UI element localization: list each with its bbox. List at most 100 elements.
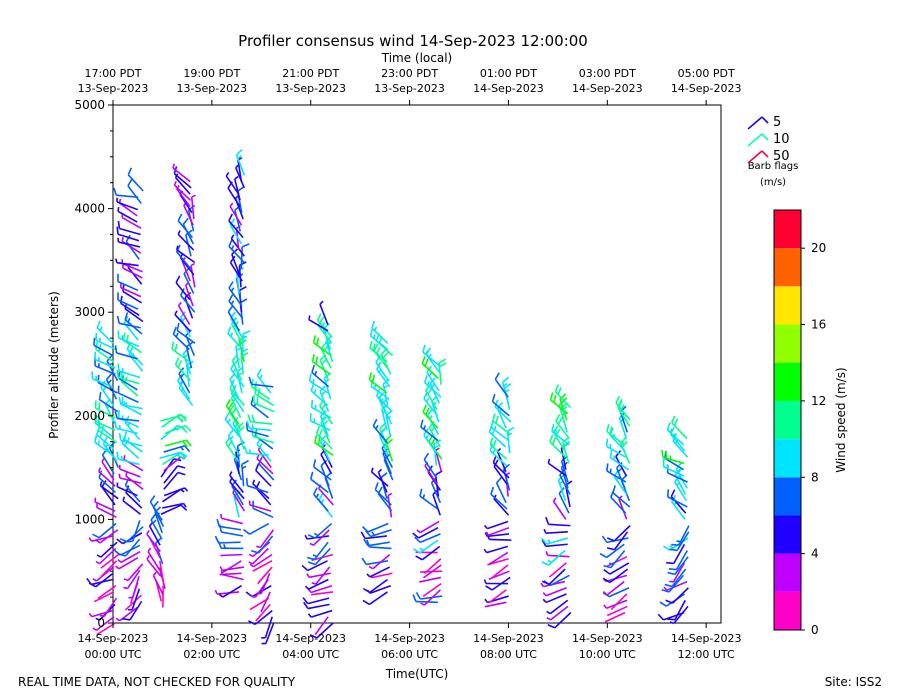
barb-shaft [99, 398, 119, 413]
barb-shaft [422, 582, 442, 597]
colorbar-tick-label: 8 [811, 470, 819, 484]
wind-barb [98, 391, 119, 413]
barb-shaft [255, 487, 272, 506]
colorbar-segment [774, 591, 801, 630]
barb-feather [615, 395, 621, 404]
barb-shaft [220, 553, 243, 557]
barb-shaft [229, 262, 243, 282]
wind-barb [220, 513, 243, 525]
wind-barb [606, 423, 625, 446]
wind-barb [172, 326, 190, 351]
barb-feather [664, 583, 673, 588]
wind-barb [361, 522, 389, 533]
barb-shaft [149, 501, 163, 521]
y-tick-label: 0 [97, 616, 105, 630]
barb-half-feather [231, 379, 236, 384]
barb-shaft [172, 167, 191, 183]
barb-feather [225, 398, 232, 407]
barb-feather [95, 341, 99, 350]
wind-barb [615, 395, 631, 421]
barb-feather [318, 428, 323, 437]
legend-barb-symbol [747, 116, 763, 130]
wind-barb [490, 564, 509, 580]
wind-barb [113, 187, 139, 199]
barb-half-feather [219, 566, 223, 571]
barb-feather [239, 261, 247, 267]
wind-barb [304, 578, 329, 590]
wind-barb [182, 217, 195, 245]
barb-shaft [121, 262, 143, 273]
barb-half-feather [312, 378, 315, 384]
barb-half-feather [602, 592, 608, 596]
barb-half-feather [372, 334, 376, 339]
wind-barb [95, 503, 117, 519]
barb-shaft [422, 564, 442, 579]
barb-half-feather [92, 578, 97, 582]
barb-feather [243, 528, 251, 535]
top-axis-label: Time (local) [381, 51, 453, 65]
barb-shaft [257, 535, 274, 554]
wind-barb [261, 616, 273, 639]
barb-shaft [372, 554, 391, 570]
barb-half-feather [190, 262, 196, 267]
barb-half-feather [542, 592, 547, 597]
wind-barb [93, 337, 114, 357]
barb-half-feather [123, 578, 129, 582]
barb-feather [105, 373, 113, 381]
barb-shaft [235, 228, 240, 251]
barb-shaft [610, 496, 627, 514]
barb-feather [606, 537, 615, 542]
wind-barb [374, 482, 392, 506]
barb-half-feather [663, 586, 668, 591]
wind-barb [666, 543, 686, 565]
wind-barb [220, 553, 243, 557]
wind-barb [190, 194, 196, 220]
barb-feather [313, 487, 318, 495]
wind-barb [422, 564, 442, 579]
barb-shaft [95, 572, 114, 588]
wind-barb [116, 315, 141, 329]
barb-feather [122, 332, 126, 341]
wind-barb [311, 364, 330, 388]
wind-barb [363, 538, 390, 547]
barb-half-feather [375, 424, 379, 430]
barb-shaft [177, 305, 191, 326]
wind-barb [548, 562, 567, 578]
barb-shaft [423, 589, 441, 606]
barb-half-feather [99, 326, 103, 332]
barb-half-feather [256, 454, 260, 460]
wind-barb [248, 376, 274, 388]
barb-half-feather [123, 455, 126, 460]
barb-shaft [608, 587, 630, 598]
barb-shaft [314, 616, 329, 636]
barb-half-feather [483, 548, 488, 554]
barb-half-feather [252, 479, 256, 485]
barb-half-feather [373, 384, 377, 390]
barb-feather [507, 426, 515, 432]
barb-half-feather [308, 315, 311, 320]
wind-barb [603, 562, 630, 575]
barb-feather [125, 234, 131, 243]
barb-half-feather [259, 443, 263, 448]
wind-barb [606, 531, 629, 551]
barb-feather [319, 316, 325, 324]
barb-feather [125, 540, 133, 543]
wind-barb [306, 541, 329, 561]
wind-barb [117, 220, 141, 236]
wind-barb [117, 292, 139, 310]
barb-feather [243, 445, 248, 454]
barb-shaft [231, 485, 244, 506]
wind-barb [94, 358, 116, 376]
wind-barb [488, 551, 509, 565]
barb-feather [94, 434, 98, 443]
barb-shaft [218, 541, 241, 544]
wind-barb [150, 513, 163, 540]
barb-shaft [310, 478, 329, 494]
wind-barb [542, 587, 567, 597]
barb-shaft [253, 553, 273, 568]
barb-shaft [554, 612, 572, 629]
barb-half-feather [259, 374, 263, 380]
barb-feather [116, 369, 119, 378]
barb-half-feather [435, 447, 440, 452]
